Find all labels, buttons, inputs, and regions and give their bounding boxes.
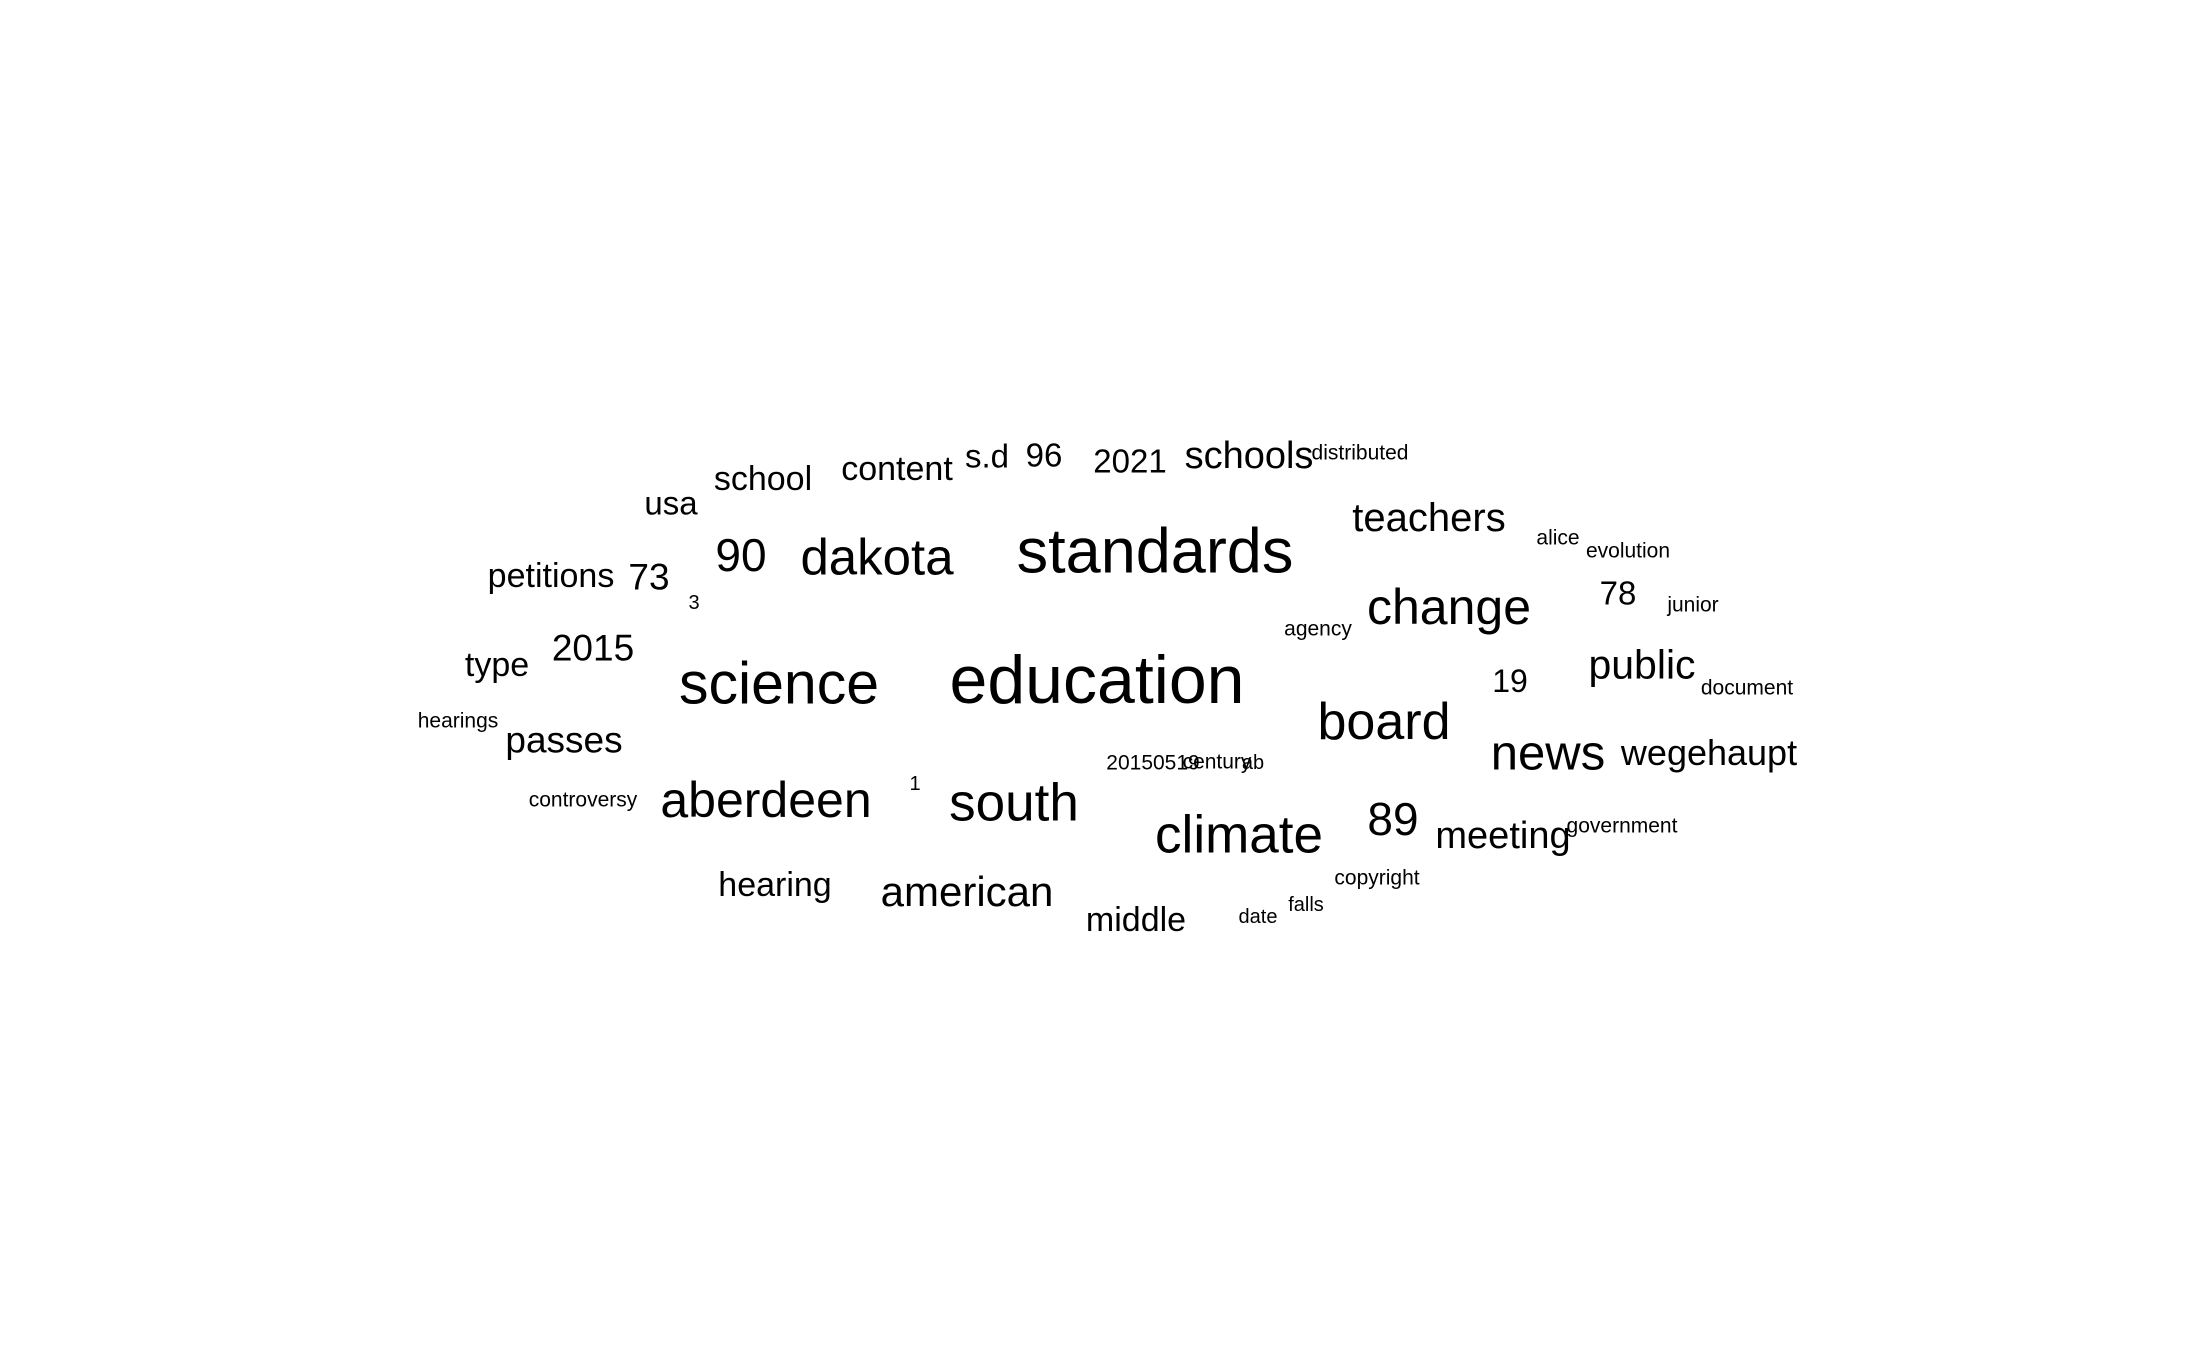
word-falls: falls: [1288, 894, 1324, 916]
word-controversy: controversy: [528, 788, 638, 812]
word-distributed: distributed: [1311, 441, 1409, 465]
word-usa: usa: [644, 484, 698, 522]
word-american: american: [880, 868, 1054, 915]
word-2021: 2021: [1093, 442, 1167, 480]
word-board: board: [1317, 693, 1451, 751]
word-south: south: [949, 773, 1079, 833]
word-sd: s.d: [964, 437, 1010, 475]
word-evolution: evolution: [1585, 539, 1671, 563]
word-middle: middle: [1085, 901, 1187, 939]
word-education: education: [949, 642, 1245, 718]
word-standards: standards: [1016, 516, 1294, 587]
word-ab: ab: [1241, 752, 1265, 774]
word-3: 3: [688, 592, 700, 614]
word-change: change: [1366, 579, 1532, 635]
word-teachers: teachers: [1352, 496, 1506, 540]
word-science: science: [678, 650, 880, 717]
word-90: 90: [715, 529, 767, 581]
word-climate: climate: [1155, 805, 1323, 865]
word-20150519: 20150519: [1106, 751, 1200, 775]
word-meeting: meeting: [1435, 815, 1571, 857]
word-passes: passes: [505, 719, 623, 761]
word-content: content: [841, 450, 953, 488]
word-2015: 2015: [551, 627, 635, 669]
word-96: 96: [1025, 436, 1063, 474]
word-date: date: [1238, 906, 1278, 928]
word-19: 19: [1492, 663, 1528, 699]
word-century: century: [1182, 750, 1252, 774]
word-petitions: petitions: [487, 557, 615, 595]
word-public: public: [1588, 641, 1696, 688]
word-73: 73: [628, 556, 670, 598]
word-hearing: hearing: [718, 866, 832, 904]
word-news: news: [1490, 726, 1606, 781]
word-aberdeen: aberdeen: [660, 772, 872, 828]
word-hearings: hearings: [417, 709, 499, 733]
word-schools: schools: [1184, 435, 1314, 477]
word-document: document: [1700, 676, 1794, 700]
word-1: 1: [909, 773, 921, 795]
word-agency: agency: [1284, 617, 1352, 641]
word-school: school: [713, 460, 813, 498]
word-alice: alice: [1536, 526, 1580, 550]
word-government: government: [1566, 814, 1678, 838]
word-78: 78: [1599, 574, 1637, 612]
word-junior: junior: [1667, 593, 1719, 617]
word-type: type: [464, 646, 530, 684]
word-copyright: copyright: [1334, 866, 1420, 890]
word-89: 89: [1367, 793, 1419, 845]
word-dakota: dakota: [800, 528, 954, 586]
word-wegehaupt: wegehaupt: [1620, 732, 1798, 773]
